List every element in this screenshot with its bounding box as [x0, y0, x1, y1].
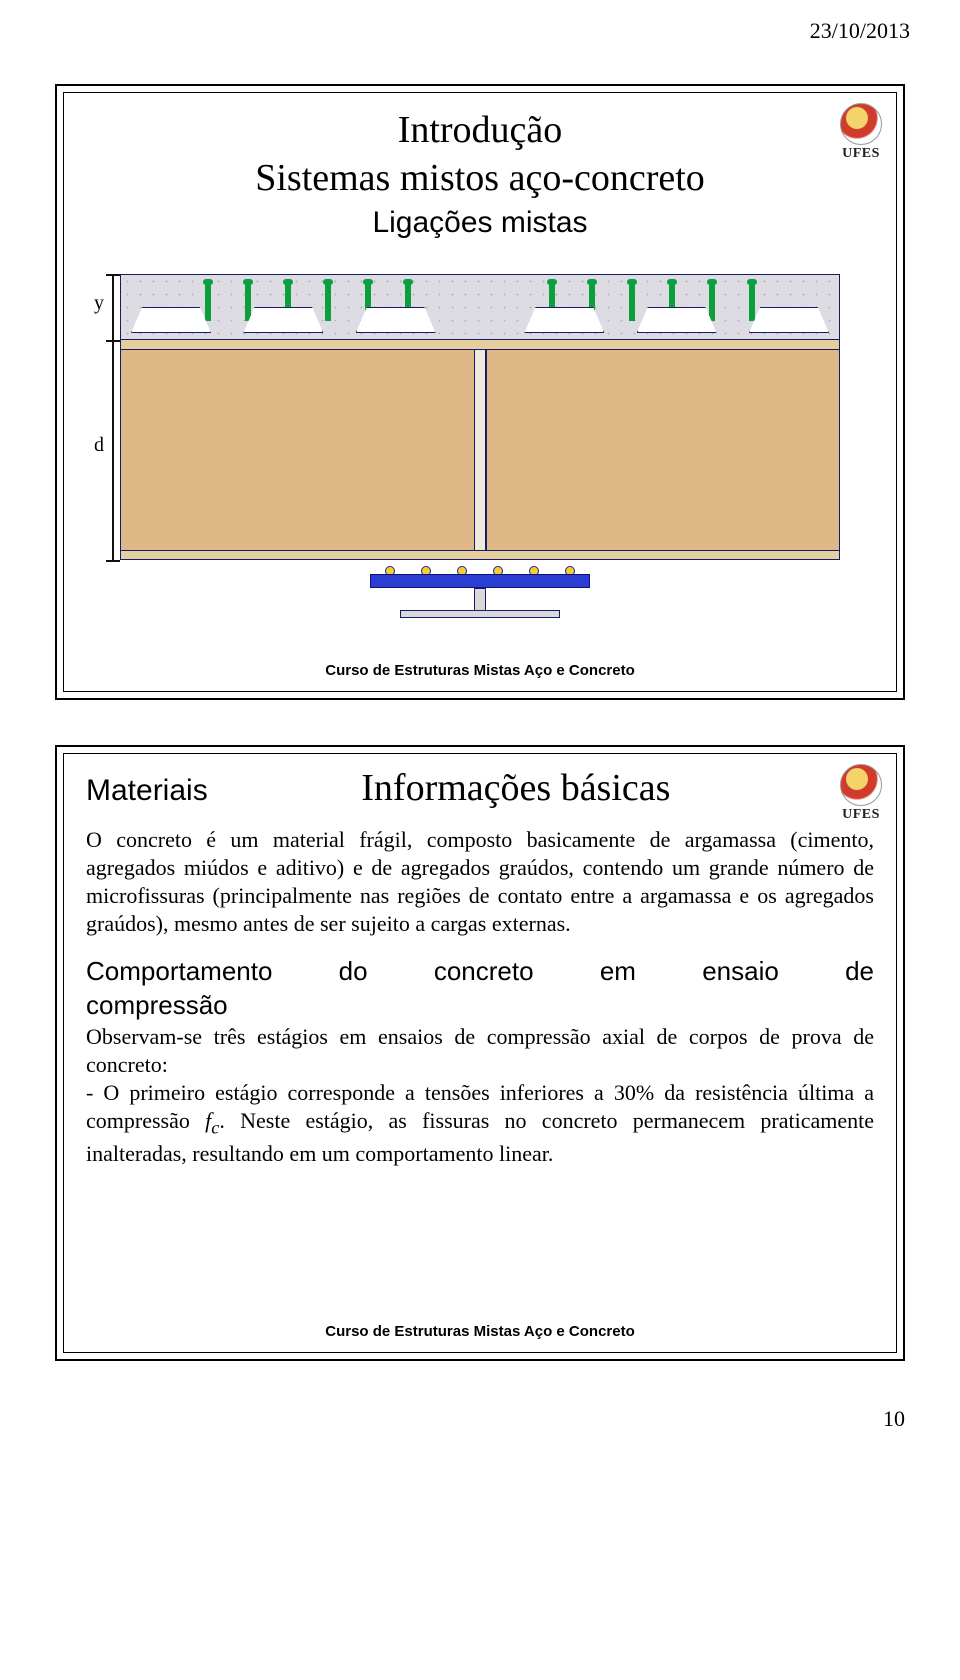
column-web [474, 350, 486, 550]
page-number: 10 [0, 1406, 960, 1452]
slide-2: UFES Materiais Informações básicas O con… [55, 745, 905, 1361]
slide2-title: Informações básicas [238, 766, 794, 810]
slide1-footer: Curso de Estruturas Mistas Aço e Concret… [86, 652, 874, 679]
ufes-logo: UFES [840, 764, 882, 822]
slide2-para1: O concreto é um material frágil, compost… [86, 826, 874, 939]
column-lower-flange [400, 610, 560, 618]
seat-plate [370, 574, 590, 588]
comp-heading-pre: Comportamento do concreto em ensaio de [86, 956, 874, 986]
logo-text: UFES [840, 147, 882, 161]
crest-icon [840, 764, 882, 806]
bottom-flange [120, 550, 840, 560]
top-flange [120, 340, 840, 350]
beam-webs [120, 350, 840, 550]
logo-text: UFES [840, 808, 882, 822]
bottom-connection [120, 560, 840, 620]
column-stub [474, 588, 486, 612]
slide2-para2a: Observam-se três estágios em ensaios de … [86, 1023, 874, 1079]
dimension-y: y [94, 292, 104, 315]
slide2-heading-line2: compressão [86, 990, 874, 1021]
slide-1-inner: UFES Introdução Sistemas mistos aço-conc… [63, 92, 897, 692]
slide2-para2b: - O primeiro estágio corresponde a tensõ… [86, 1079, 874, 1168]
slide1-title: Introdução [86, 107, 874, 155]
crest-icon [840, 103, 882, 145]
dimension-d: d [94, 434, 104, 457]
slide2-heading-line1: Comportamento do concreto em ensaio de [86, 955, 874, 988]
slide2-footer: Curso de Estruturas Mistas Aço e Concret… [86, 1313, 874, 1340]
concrete-slab [120, 274, 840, 340]
materials-label: Materiais [86, 774, 208, 808]
comp-heading-post: compressão [86, 990, 228, 1020]
page-date: 23/10/2013 [0, 0, 960, 54]
ufes-logo: UFES [840, 103, 882, 161]
composite-connection-diagram: y d [120, 274, 840, 620]
slide-1: UFES Introdução Sistemas mistos aço-conc… [55, 84, 905, 700]
slide1-subtitle-sub: Ligações mistas [86, 206, 874, 240]
steel-deck-profile [121, 307, 839, 333]
slide1-subtitle-main: Sistemas mistos aço-concreto [86, 155, 874, 203]
slide-2-inner: UFES Materiais Informações básicas O con… [63, 753, 897, 1353]
